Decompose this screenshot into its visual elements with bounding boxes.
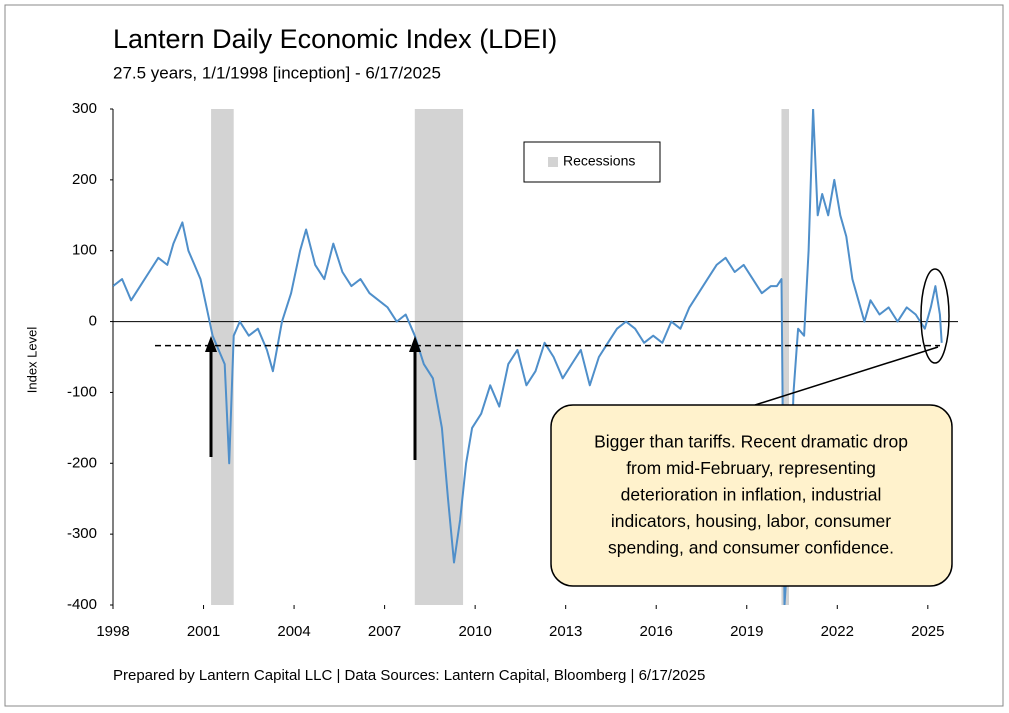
x-tick-label: 2013 (549, 623, 582, 640)
arrow-head (409, 336, 421, 352)
callout-text: from mid-February, representing (626, 458, 876, 478)
callout-box (550, 404, 953, 587)
recession-band (414, 109, 464, 605)
chart-subtitle: 27.5 years, 1/1/1998 [inception] - 6/17/… (113, 63, 441, 82)
series-line (113, 109, 943, 605)
y-tick-label: 0 (89, 313, 97, 330)
x-tick-label: 2019 (730, 623, 763, 640)
arrow-head (205, 336, 217, 352)
frame (4, 4, 1004, 707)
y-tick-label: -200 (67, 454, 97, 471)
footer: Prepared by Lantern Capital LLC | Data S… (113, 667, 705, 684)
y-axis-label: Index Level (24, 327, 39, 394)
y-tick-label: -300 (67, 525, 97, 542)
y-tick-label: 100 (72, 242, 97, 259)
legend-label: Recessions (563, 153, 635, 169)
callout-pointer (754, 346, 939, 406)
y-tick-label: 200 (72, 171, 97, 188)
legend-swatch (548, 157, 558, 167)
x-tick-label: 1998 (96, 623, 129, 640)
y-tick-label: 300 (72, 100, 97, 117)
callout-text: indicators, housing, labor, consumer (611, 511, 891, 531)
x-tick-label: 2016 (640, 623, 673, 640)
recession-band (781, 109, 789, 605)
y-tick-label: -100 (67, 383, 97, 400)
x-tick-label: 2001 (187, 623, 220, 640)
plot (110, 108, 958, 609)
x-tick-label: 2025 (911, 623, 944, 640)
chart-title: Lantern Daily Economic Index (LDEI) (113, 24, 557, 54)
x-tick-label: 2022 (821, 623, 854, 640)
x-tick-label: 2010 (458, 623, 491, 640)
callout-text: Bigger than tariffs. Recent dramatic dro… (594, 432, 908, 452)
highlight-ellipse (920, 268, 950, 364)
y-tick-label: -400 (67, 596, 97, 613)
x-tick-label: 2004 (277, 623, 310, 640)
x-tick-label: 2007 (368, 623, 401, 640)
legend-box (523, 141, 661, 183)
callout-text: spending, and consumer confidence. (608, 538, 894, 558)
callout-text: deterioration in inflation, industrial (621, 485, 882, 505)
